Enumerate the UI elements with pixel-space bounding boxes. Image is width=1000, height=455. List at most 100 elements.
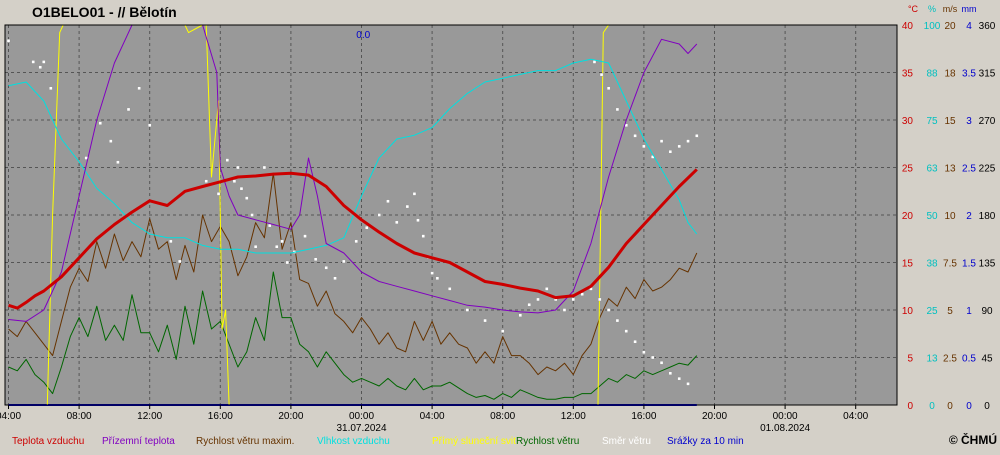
wind-direction-point xyxy=(430,271,434,275)
axis-tick-label: 1 xyxy=(966,306,972,317)
wind-direction-point xyxy=(178,259,182,264)
wind-direction-point xyxy=(232,179,237,183)
wind-direction-point xyxy=(342,259,346,264)
series-rychlost-v-tru xyxy=(8,271,698,400)
wind-direction-point xyxy=(448,287,452,291)
wind-direction-point xyxy=(686,382,690,386)
axis-tick-label: 90 xyxy=(981,306,993,317)
axis-tick-label: 45 xyxy=(981,354,993,365)
axis-tick-label: 38 xyxy=(926,259,938,270)
wind-direction-point xyxy=(518,313,522,317)
wind-direction-point xyxy=(148,123,152,127)
axis-tick-label: 13 xyxy=(944,164,956,175)
axis-tick-label: 0 xyxy=(947,401,953,412)
legend-entry: Srážky za 10 min xyxy=(667,436,744,447)
wind-direction-point xyxy=(365,226,369,230)
x-tick-label: 04:00 xyxy=(0,411,21,422)
wind-direction-point xyxy=(624,329,628,333)
x-tick-label: 04:00 xyxy=(843,411,868,422)
wind-direction-point xyxy=(677,376,681,381)
axis-tick-label: 63 xyxy=(926,164,938,175)
axis-tick-label: 7.5 xyxy=(943,259,957,270)
wind-direction-point xyxy=(216,192,221,196)
axis-tick-label: 4 xyxy=(966,21,972,32)
axis-tick-label: 0 xyxy=(929,401,935,412)
series-teplota-vzduchu xyxy=(8,168,698,310)
wind-direction-point xyxy=(324,266,328,270)
x-tick-label: 12:00 xyxy=(561,411,586,422)
x-tick-label: 20:00 xyxy=(278,411,303,422)
x-tick-label: 00:00 xyxy=(349,411,374,422)
wind-direction-point xyxy=(606,86,611,90)
wind-direction-point xyxy=(421,234,425,238)
wind-direction-point xyxy=(38,65,42,69)
wind-direction-point xyxy=(49,86,53,90)
wind-direction-point xyxy=(31,60,35,64)
legend: Teplota vzduchu Přízemní teplota Rychlost … xyxy=(12,436,744,447)
axis-tick-label: 1.5 xyxy=(962,259,976,270)
wind-direction-point xyxy=(659,361,664,365)
right-axes: °C0510152025303540%013253850637588100m/s… xyxy=(902,4,996,412)
axis-tick-label: 20 xyxy=(902,211,914,222)
axis-tick-label: 10 xyxy=(902,306,914,317)
series-rychlost-v-tru-maxim- xyxy=(8,172,698,376)
wind-direction-point xyxy=(633,340,637,344)
wind-direction-point xyxy=(354,239,358,244)
axis-tick-label: 15 xyxy=(902,259,914,270)
wind-direction-point xyxy=(42,60,46,64)
axis-tick-label: 0 xyxy=(966,401,972,412)
x-tick-label: 12:00 xyxy=(137,411,162,422)
wind-direction-point xyxy=(204,179,208,183)
wind-direction-point xyxy=(377,213,381,217)
axis-tick-label: 2 xyxy=(966,211,972,222)
x-tick-label: 04:00 xyxy=(420,411,445,422)
wind-direction-point xyxy=(571,297,575,302)
wind-direction-point xyxy=(245,196,249,200)
axis-tick-label: 270 xyxy=(979,116,996,127)
wind-direction-point xyxy=(268,223,272,228)
axis-tick-label: 18 xyxy=(944,69,956,80)
wind-direction-point xyxy=(695,134,699,138)
x-date-label: 31.07.2024 xyxy=(336,423,386,434)
legend-entry: Směr větru xyxy=(602,436,651,447)
axis-tick-label: 3 xyxy=(966,116,972,127)
wind-direction-point xyxy=(333,276,337,280)
x-tick-label: 20:00 xyxy=(702,411,727,422)
axis-tick-label: 180 xyxy=(979,211,996,222)
axis-tick-label: 88 xyxy=(926,69,938,80)
axis-tick-label: 0.5 xyxy=(962,354,976,365)
axis-tick-label: 13 xyxy=(926,354,938,365)
legend-entry: Rychlost větru xyxy=(516,436,579,447)
wind-direction-point xyxy=(262,165,267,170)
wind-direction-point xyxy=(651,355,655,360)
x-tick-label: 08:00 xyxy=(490,411,515,422)
wind-direction-point xyxy=(677,144,681,149)
axis-tick-label: 135 xyxy=(979,259,996,270)
wind-direction-point xyxy=(592,60,597,64)
axis-tick-label: 0 xyxy=(907,401,913,412)
axis-unit-label: % xyxy=(928,4,936,14)
wind-direction-point xyxy=(116,160,120,164)
axis-tick-label: 315 xyxy=(979,69,996,80)
axis-unit-label: °C xyxy=(908,4,919,14)
wind-direction-point xyxy=(642,350,646,354)
axis-tick-label: 360 xyxy=(979,21,996,32)
axis-tick-label: 25 xyxy=(926,306,938,317)
x-tick-label: 16:00 xyxy=(208,411,233,422)
series-line xyxy=(8,172,698,376)
wind-direction-point xyxy=(615,107,620,112)
copyright-label: © ČHMÚ xyxy=(949,432,997,447)
wind-direction-point xyxy=(483,318,487,323)
axis-tick-label: 15 xyxy=(944,116,956,127)
wind-direction-point xyxy=(668,150,673,154)
wind-direction-point xyxy=(686,139,690,143)
wind-direction-point xyxy=(239,186,244,191)
legend-entry: Přímý sluneční svit xyxy=(432,436,516,447)
wind-direction-point xyxy=(527,303,531,307)
wind-direction-point xyxy=(236,165,240,170)
wind-direction-point xyxy=(250,213,254,217)
axis-tick-label: 40 xyxy=(902,21,914,32)
wind-direction-point xyxy=(435,276,440,280)
